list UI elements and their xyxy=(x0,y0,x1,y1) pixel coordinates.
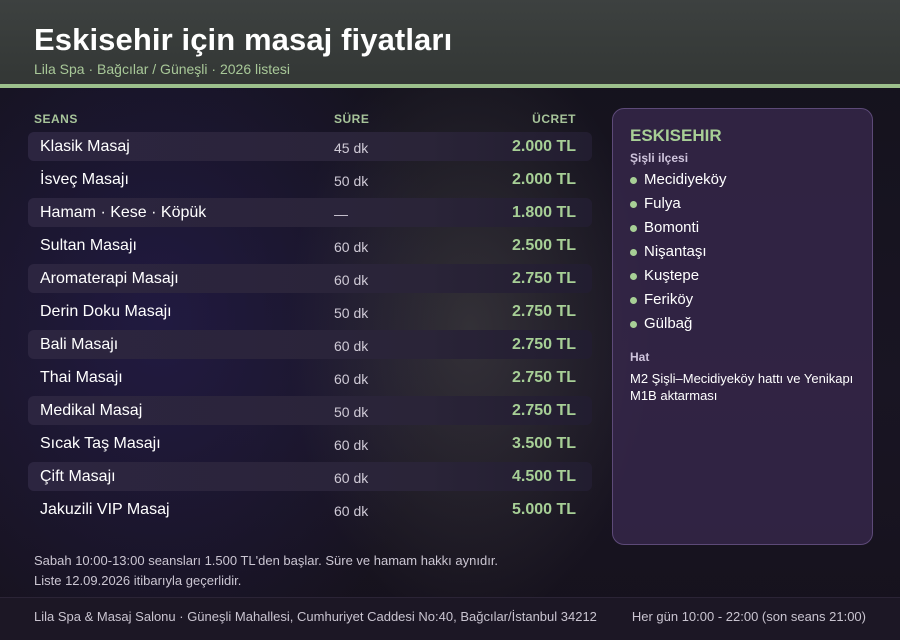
table-row: Medikal Masaj 50 dk 2.750 TL xyxy=(28,396,592,425)
header: Eskisehir için masaj fiyatları Lila Spa … xyxy=(0,0,900,88)
neighborhood-name: Bomonti xyxy=(644,219,700,236)
session-duration: 60 dk xyxy=(334,437,369,453)
session-duration: 45 dk xyxy=(334,140,369,156)
table-row: Çift Masajı 60 dk 4.500 TL xyxy=(28,462,592,491)
neighborhood-name: Feriköy xyxy=(644,291,694,308)
column-header-session: SEANS xyxy=(34,112,78,126)
footer-address: Lila Spa & Masaj Salonu · Güneşli Mahall… xyxy=(34,609,597,624)
transit-line-label: Hat xyxy=(630,350,650,364)
session-duration: 60 dk xyxy=(334,272,369,288)
session-name: Sıcak Taş Masajı xyxy=(40,435,161,452)
session-duration: — xyxy=(334,206,348,222)
table-row: Sultan Masajı 60 dk 2.500 TL xyxy=(28,231,592,260)
session-name: Bali Masajı xyxy=(40,336,119,353)
table-row: Bali Masajı 60 dk 2.750 TL xyxy=(28,330,592,359)
list-item: Gülbağ xyxy=(630,313,860,337)
session-price: 2.750 TL xyxy=(511,402,576,419)
session-price: 2.000 TL xyxy=(511,171,576,188)
neighborhood-name: Nişantaşı xyxy=(644,243,707,260)
price-notes: Sabah 10:00-13:00 seansları 1.500 TL'den… xyxy=(34,551,594,591)
session-duration: 50 dk xyxy=(334,173,369,189)
list-item: Feriköy xyxy=(630,289,860,313)
neighborhood-name: Fulya xyxy=(644,195,681,212)
table-row: Jakuzili VIP Masaj 60 dk 5.000 TL xyxy=(28,495,592,524)
page-title: Eskisehir için masaj fiyatları xyxy=(34,22,453,57)
session-name: Jakuzili VIP Masaj xyxy=(40,501,170,518)
table-row: Derin Doku Masajı 50 dk 2.750 TL xyxy=(28,297,592,326)
session-price: 5.000 TL xyxy=(511,501,576,518)
bullet-icon xyxy=(630,297,637,304)
neighborhood-name: Kuştepe xyxy=(644,267,700,284)
table-row: Sıcak Taş Masajı 60 dk 3.500 TL xyxy=(28,429,592,458)
list-item: Bomonti xyxy=(630,217,860,241)
page-subtitle: Lila Spa · Bağcılar / Güneşli · 2026 lis… xyxy=(34,61,291,77)
session-duration: 60 dk xyxy=(334,503,369,519)
session-duration: 50 dk xyxy=(334,305,369,321)
location-panel: ESKISEHIR Şişli ilçesi Mecidiyeköy Fulya… xyxy=(612,108,873,545)
note-line: Liste 12.09.2026 itibarıyla geçerlidir. xyxy=(34,573,242,588)
session-name: Sultan Masajı xyxy=(40,237,137,254)
session-price: 3.500 TL xyxy=(511,435,576,452)
bullet-icon xyxy=(630,321,637,328)
transit-line-text: M2 Şişli–Mecidiyeköy hattı ve Yenikapı M… xyxy=(630,371,854,403)
district-name: Şişli ilçesi xyxy=(630,151,689,165)
session-name: Çift Masajı xyxy=(40,468,116,485)
note-line: Sabah 10:00-13:00 seansları 1.500 TL'den… xyxy=(34,553,499,568)
session-name: Aromaterapi Masajı xyxy=(40,270,179,287)
bullet-icon xyxy=(630,201,637,208)
neighborhood-name: Gülbağ xyxy=(644,315,693,332)
session-price: 1.800 TL xyxy=(511,204,576,221)
bullet-icon xyxy=(630,249,637,256)
table-row: Hamam · Kese · Köpük — 1.800 TL xyxy=(28,198,592,227)
list-item: Fulya xyxy=(630,193,860,217)
session-name: İsveç Masajı xyxy=(40,171,129,188)
session-price: 2.750 TL xyxy=(511,336,576,353)
price-table: SEANS SÜRE ÜCRET Klasik Masaj 45 dk 2.00… xyxy=(28,108,592,528)
table-row: Thai Masajı 60 dk 2.750 TL xyxy=(28,363,592,392)
footer-hours: Her gün 10:00 - 22:00 (son seans 21:00) xyxy=(631,609,866,624)
footer: Lila Spa & Masaj Salonu · Güneşli Mahall… xyxy=(0,597,900,640)
session-price: 2.500 TL xyxy=(511,237,576,254)
list-item: Mecidiyeköy xyxy=(630,169,860,193)
session-duration: 60 dk xyxy=(334,371,369,387)
table-header: SEANS SÜRE ÜCRET xyxy=(28,108,592,132)
session-price: 4.500 TL xyxy=(511,468,576,485)
list-item: Nişantaşı xyxy=(630,241,860,265)
session-price: 2.750 TL xyxy=(511,303,576,320)
session-duration: 60 dk xyxy=(334,239,369,255)
session-duration: 60 dk xyxy=(334,338,369,354)
list-item: Kuştepe xyxy=(630,265,860,289)
neighborhood-name: Mecidiyeköy xyxy=(644,171,727,188)
session-duration: 60 dk xyxy=(334,470,369,486)
table-row: İsveç Masajı 50 dk 2.000 TL xyxy=(28,165,592,194)
session-name: Medikal Masaj xyxy=(40,402,143,419)
bullet-icon xyxy=(630,273,637,280)
neighborhood-list: Mecidiyeköy Fulya Bomonti Nişantaşı Kuşt… xyxy=(630,169,860,337)
bullet-icon xyxy=(630,225,637,232)
session-price: 2.750 TL xyxy=(511,369,576,386)
session-duration: 50 dk xyxy=(334,404,369,420)
table-row: Klasik Masaj 45 dk 2.000 TL xyxy=(28,132,592,161)
column-header-price: ÜCRET xyxy=(532,112,576,126)
bullet-icon xyxy=(630,177,637,184)
session-price: 2.750 TL xyxy=(511,270,576,287)
session-name: Derin Doku Masajı xyxy=(40,303,172,320)
table-row: Aromaterapi Masajı 60 dk 2.750 TL xyxy=(28,264,592,293)
session-name: Thai Masajı xyxy=(40,369,123,386)
city-name: ESKISEHIR xyxy=(630,126,722,145)
session-name: Hamam · Kese · Köpük xyxy=(40,204,207,221)
session-price: 2.000 TL xyxy=(511,138,576,155)
session-name: Klasik Masaj xyxy=(40,138,130,155)
column-header-duration: SÜRE xyxy=(334,112,370,126)
